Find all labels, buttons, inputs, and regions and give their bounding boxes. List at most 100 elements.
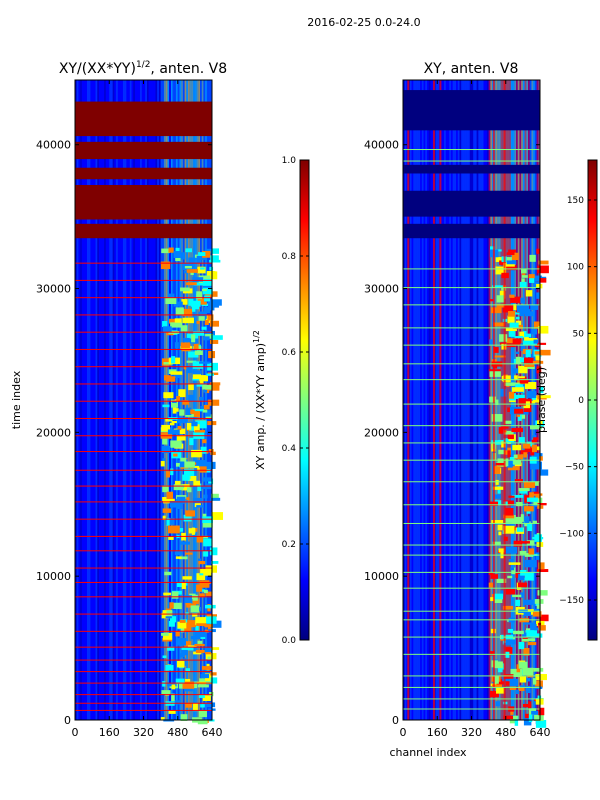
heatmap-cell (189, 425, 196, 431)
flagged-row (75, 646, 212, 648)
y-tick-label: 30000 (36, 283, 71, 296)
channel-streak (198, 80, 201, 720)
heatmap-cell (539, 469, 549, 476)
heatmap-cell (524, 559, 537, 568)
heatmap-cell (536, 604, 541, 613)
heatmap-cell (211, 512, 224, 520)
heatmap-cell (518, 437, 525, 444)
phase-heatmap (403, 80, 551, 728)
heatmap-cell (202, 250, 211, 258)
channel-streak (194, 80, 197, 720)
heatmap-cell (163, 326, 172, 333)
flagged-row (403, 268, 540, 270)
heatmap-cell (165, 471, 170, 478)
heatmap-cell (515, 384, 523, 389)
heatmap-cell (205, 333, 214, 339)
x-tick-label: 0 (400, 726, 407, 739)
colorbar-tick-label: −50 (565, 463, 584, 473)
heatmap-cell (513, 454, 518, 459)
channel-streak (150, 80, 153, 720)
flagged-row (75, 366, 212, 368)
heatmap-cell (490, 307, 502, 314)
channel-streak (117, 80, 120, 720)
channel-streak (461, 80, 463, 720)
heatmap-cell (494, 661, 503, 669)
channel-streak (146, 80, 149, 720)
channel-streak (153, 80, 156, 720)
heatmap-cell (185, 668, 191, 672)
heatmap-cell (500, 590, 504, 597)
heatmap-cell (174, 480, 181, 485)
heatmap-cell (211, 335, 223, 340)
heatmap-cell (203, 404, 210, 410)
heatmap-cell (182, 400, 189, 405)
heatmap-cell (193, 528, 198, 532)
heatmap-cell (198, 695, 205, 698)
channel-streak (86, 80, 89, 720)
heatmap-cell (209, 302, 221, 306)
heatmap-cell (202, 279, 213, 286)
heatmap-cell (202, 477, 212, 482)
heatmap-cell (198, 560, 206, 565)
heatmap-cell (523, 506, 534, 512)
channel-streak (486, 80, 489, 720)
channel-streak (182, 80, 185, 720)
channel-streak (97, 80, 99, 720)
heatmap-cell (210, 497, 221, 501)
heatmap-cell (523, 718, 532, 726)
heatmap-cell (204, 293, 213, 297)
heatmap-cell (539, 349, 551, 356)
heatmap-cell (514, 719, 519, 726)
flagged-row (75, 262, 212, 264)
heatmap-cell (524, 446, 532, 453)
heatmap-cell (178, 389, 186, 398)
saturated-band (403, 90, 540, 131)
heatmap-cell (507, 466, 520, 471)
heatmap-cell (523, 357, 534, 364)
heatmap-cell (495, 462, 505, 466)
flagged-row (403, 481, 540, 483)
heatmap-cell (167, 646, 175, 651)
flagged-row (403, 698, 540, 700)
heatmap-cell (490, 246, 495, 252)
channel-streak (502, 80, 505, 720)
heatmap-cell (209, 384, 220, 391)
heatmap-cell (165, 616, 172, 619)
heatmap-cell (514, 516, 523, 524)
heatmap-cell (507, 434, 514, 440)
heatmap-cell (174, 342, 179, 349)
heatmap-cell (186, 422, 192, 430)
channel-streak (196, 80, 199, 720)
heatmap-cell (518, 411, 526, 419)
heatmap-cell (203, 589, 208, 594)
heatmap-cell (535, 552, 541, 560)
heatmap-cell (203, 679, 213, 685)
heatmap-cell (196, 535, 209, 543)
channel-streak (141, 80, 144, 720)
flagged-row (75, 314, 212, 316)
heatmap-cell (200, 704, 205, 708)
heatmap-cell (509, 294, 515, 298)
heatmap-cell (537, 695, 542, 700)
colorbar-tick-label: 0.0 (282, 636, 297, 646)
heatmap-cell (172, 400, 177, 403)
heatmap-cell (175, 631, 180, 637)
heatmap-cell (202, 439, 207, 444)
channel-streak (476, 80, 479, 720)
heatmap-cell (160, 460, 165, 467)
heatmap-cell (180, 457, 187, 462)
heatmap-cell (512, 338, 522, 346)
channel-streak (442, 80, 445, 720)
heatmap-cell (176, 417, 188, 424)
heatmap-cell (161, 358, 172, 366)
heatmap-cell (174, 551, 183, 555)
heatmap-cell (488, 582, 493, 588)
heatmap-cell (166, 491, 173, 500)
heatmap-cell (513, 303, 517, 311)
heatmap-cell (537, 265, 549, 274)
heatmap-cell (163, 592, 172, 596)
heatmap-cell (165, 418, 173, 422)
channel-streak (152, 80, 154, 720)
heatmap-cell (518, 376, 525, 379)
heatmap-cell (191, 465, 200, 468)
